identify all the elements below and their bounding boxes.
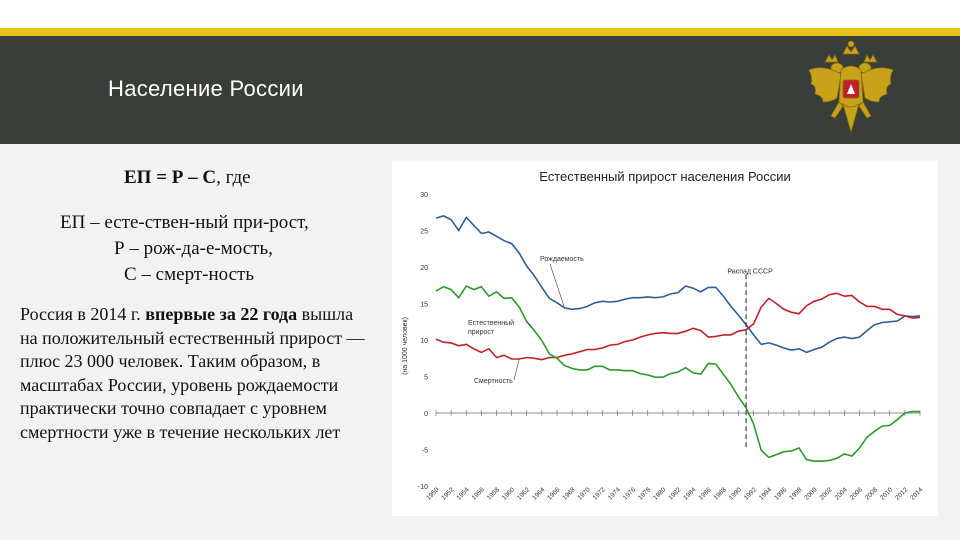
page-title: Население России — [108, 76, 304, 101]
chart-panel: Естественный прирост населения России (н… — [392, 161, 938, 516]
x-tick-label: 1986 — [697, 486, 712, 501]
y-axis: 30 25 20 15 10 5 0 -5 -10 — [418, 192, 428, 491]
definition-natural-growth: ЕП – есте-ствен-ный при-рост, — [60, 212, 309, 233]
x-tick-label: 1966 — [546, 486, 561, 501]
series-line-deaths — [435, 292, 921, 361]
y-tick-label: 0 — [424, 411, 428, 418]
y-tick-label: 30 — [420, 192, 428, 199]
russian-coat-of-arms-icon — [808, 40, 894, 134]
x-tick-label: 2004 — [834, 486, 849, 501]
deaths-annotation: Смертность — [474, 378, 513, 385]
y-axis-label: (на 1000 человек) — [402, 317, 409, 375]
x-tick-label: 1994 — [758, 486, 773, 501]
x-tick-label: 2002 — [818, 486, 833, 501]
x-tick-label: 1958 — [486, 486, 501, 501]
y-tick-label: 15 — [420, 302, 428, 309]
x-tick-label: 1982 — [667, 486, 682, 501]
growth-annotation: Естественный — [468, 319, 514, 327]
x-tick-label: 1956 — [471, 486, 486, 501]
x-tick-label: 1980 — [652, 486, 667, 501]
x-tick-label: 1978 — [637, 486, 652, 501]
x-tick-label: 2010 — [879, 486, 894, 501]
y-tick-label: -10 — [418, 484, 428, 491]
x-tick-label: 2000 — [803, 486, 818, 501]
annotations: Рождаемость Естественный прирост Смертность… — [468, 256, 773, 450]
x-tick-label: 2014 — [909, 486, 924, 501]
x-tick-label: 1968 — [561, 486, 576, 501]
y-tick-label: 25 — [420, 229, 428, 236]
accent-bar — [0, 28, 960, 36]
x-tick-label: 1996 — [773, 486, 788, 501]
x-tick-label: 1962 — [516, 486, 531, 501]
x-tick-label: 1992 — [743, 486, 758, 501]
births-annotation: Рождаемость — [540, 256, 584, 263]
definition-birth-rate: Р – рож-да-е-мость, — [114, 238, 273, 259]
formula-expression: ЕП = Р – С — [124, 167, 217, 188]
y-tick-label: -5 — [422, 448, 428, 455]
y-tick-label: 5 — [424, 375, 428, 382]
definition-death-rate: С – смерт-ность — [124, 264, 254, 285]
series-line-natural_growth — [435, 284, 920, 463]
paragraph-end: вышла на положительный естественный прир… — [20, 304, 365, 442]
deaths-leader-line — [513, 358, 520, 381]
series-line-births — [435, 215, 921, 354]
ussr-dissolution-annotation: Распад СССР — [727, 268, 773, 275]
x-tick-label: 1974 — [607, 486, 622, 501]
growth-annotation: прирост — [468, 329, 495, 336]
x-tick-label: 1976 — [622, 486, 637, 501]
x-tick-label: 1960 — [501, 486, 516, 501]
x-tick-label: 1990 — [728, 486, 743, 501]
definitions-list: ЕП – есте-ствен-ный при-рост, Р – рож-да… — [60, 210, 309, 288]
formula: ЕП = Р – С, где — [124, 167, 251, 189]
y-tick-label: 10 — [420, 338, 428, 345]
x-tick-label: 1954 — [455, 486, 470, 501]
x-tick-label: 2006 — [849, 486, 864, 501]
x-tick-label: 2008 — [864, 486, 879, 501]
chart-title: Естественный прирост населения России — [539, 169, 791, 184]
header-band — [0, 36, 960, 144]
description-paragraph: Россия в 2014 г. впервые за 22 года вышл… — [20, 303, 372, 444]
x-tick-label: 1970 — [576, 486, 591, 501]
x-tick-label: 2012 — [894, 486, 909, 501]
x-tick-label: 1984 — [682, 486, 697, 501]
formula-suffix: , где — [216, 167, 251, 188]
paragraph-emphasis: впервые за 22 года — [145, 304, 298, 324]
x-tick-label: 1998 — [788, 486, 803, 501]
x-tick-label: 1952 — [440, 486, 455, 501]
paragraph-start: Россия в 2014 г. — [20, 304, 146, 324]
series-lines — [435, 215, 921, 463]
births-leader-line — [549, 263, 565, 308]
x-tick-label: 1964 — [531, 486, 546, 501]
y-tick-label: 20 — [420, 265, 428, 272]
top-stripe — [0, 0, 960, 28]
growth-leader-line — [526, 321, 533, 328]
x-tick-label: 1972 — [592, 486, 607, 501]
x-tick-label: 1988 — [713, 486, 728, 501]
